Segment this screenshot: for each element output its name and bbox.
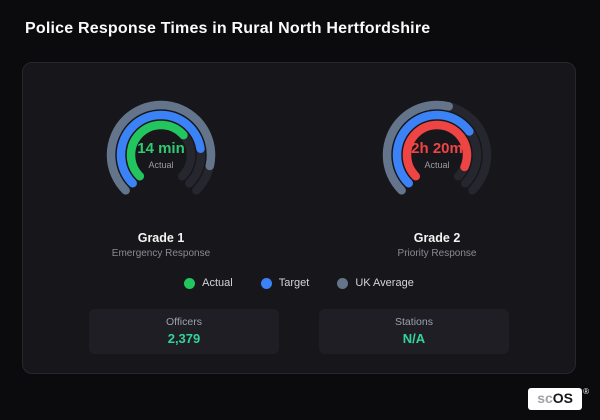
legend-item-target[interactable]: Target [260, 277, 310, 289]
stats-row: Officers 2,379 Stations N/A [23, 309, 575, 354]
gauge-chart-grade-2: 2h 20m Actual [375, 93, 499, 217]
legend-label-actual: Actual [202, 277, 233, 289]
grade-1-title: Grade 1 [137, 231, 185, 245]
gauge-rings-grade-1 [106, 100, 216, 210]
scos-logo-box: scOS ® [528, 387, 589, 410]
grade-1-subtitle: Emergency Response [111, 248, 211, 259]
gauge-grade-2: 2h 20m Actual Grade 2 Priority Response [299, 93, 575, 259]
legend-dot-actual-icon [184, 277, 196, 289]
legend-dot-target-icon [260, 277, 272, 289]
scos-logo-text-sc: sc [537, 390, 553, 406]
legend-label-target: Target [278, 277, 310, 289]
legend-item-uk-average[interactable]: UK Average [337, 277, 414, 289]
stat-value-stations: N/A [402, 331, 426, 346]
gauge-chart-grade-1: 14 min Actual [99, 93, 223, 217]
scos-logo-text-os: OS [552, 390, 573, 406]
stat-value-officers: 2,379 [167, 331, 201, 346]
grade-2-title: Grade 2 [413, 231, 461, 245]
legend-dot-uk-average-icon [337, 277, 349, 289]
legend-label-uk-average: UK Average [355, 277, 414, 289]
grade-2-subtitle: Priority Response [397, 248, 477, 259]
stat-label-officers: Officers [166, 316, 202, 328]
gauge-rings-grade-2 [382, 100, 492, 210]
gauges-row: 14 min Actual Grade 1 Emergency Response… [23, 63, 575, 259]
scos-logo: scOS ® [528, 387, 589, 410]
registered-trademark-icon: ® [583, 387, 589, 396]
stat-label-stations: Stations [395, 316, 433, 328]
gauge-grade-1: 14 min Actual Grade 1 Emergency Response [23, 93, 299, 259]
dashboard-card: 14 min Actual Grade 1 Emergency Response… [22, 62, 576, 374]
page-title: Police Response Times in Rural North Her… [25, 20, 431, 37]
stat-box-stations: Stations N/A [319, 309, 509, 354]
stat-box-officers: Officers 2,379 [89, 309, 279, 354]
legend-item-actual[interactable]: Actual [184, 277, 233, 289]
chart-legend: Actual Target UK Average [23, 277, 575, 289]
